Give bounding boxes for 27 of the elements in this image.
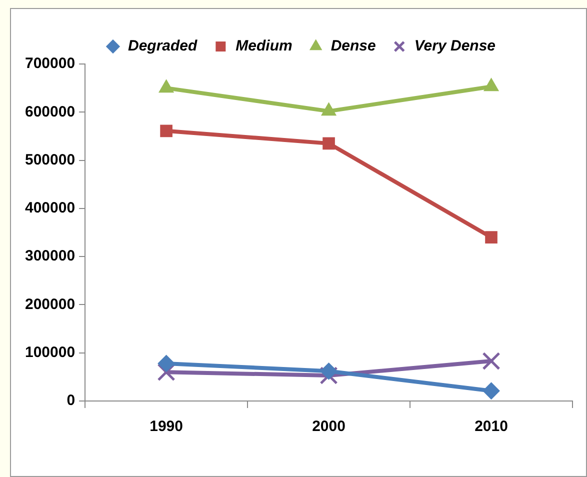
y-tick-label: 600000 xyxy=(24,103,76,120)
point xyxy=(320,366,338,385)
x-tick-label: 1990 xyxy=(150,418,183,436)
legend-label: Medium xyxy=(236,38,292,55)
point xyxy=(160,124,172,138)
point xyxy=(158,80,174,93)
y-tick-label: 300000 xyxy=(24,248,76,265)
x-tick-label: 2010 xyxy=(474,418,508,436)
legend-label: Very Dense xyxy=(414,38,496,55)
point xyxy=(484,78,499,92)
point xyxy=(485,231,498,244)
legend-label: Degraded xyxy=(128,38,198,55)
x-tick-label: 2000 xyxy=(312,418,346,436)
legend-label: Dense xyxy=(330,38,376,55)
y-tick-label: 500000 xyxy=(24,151,76,168)
y-tick-label: 0 xyxy=(66,392,76,410)
point xyxy=(320,362,338,380)
point xyxy=(321,102,336,116)
point xyxy=(482,382,500,400)
point xyxy=(157,363,176,382)
y-tick-label: 400000 xyxy=(24,200,76,217)
y-tick-label: 700000 xyxy=(24,55,76,72)
y-tick-label: 200000 xyxy=(24,296,76,313)
point xyxy=(322,137,335,150)
point xyxy=(158,354,175,372)
y-tick-label: 100000 xyxy=(24,344,76,361)
point xyxy=(482,352,500,370)
